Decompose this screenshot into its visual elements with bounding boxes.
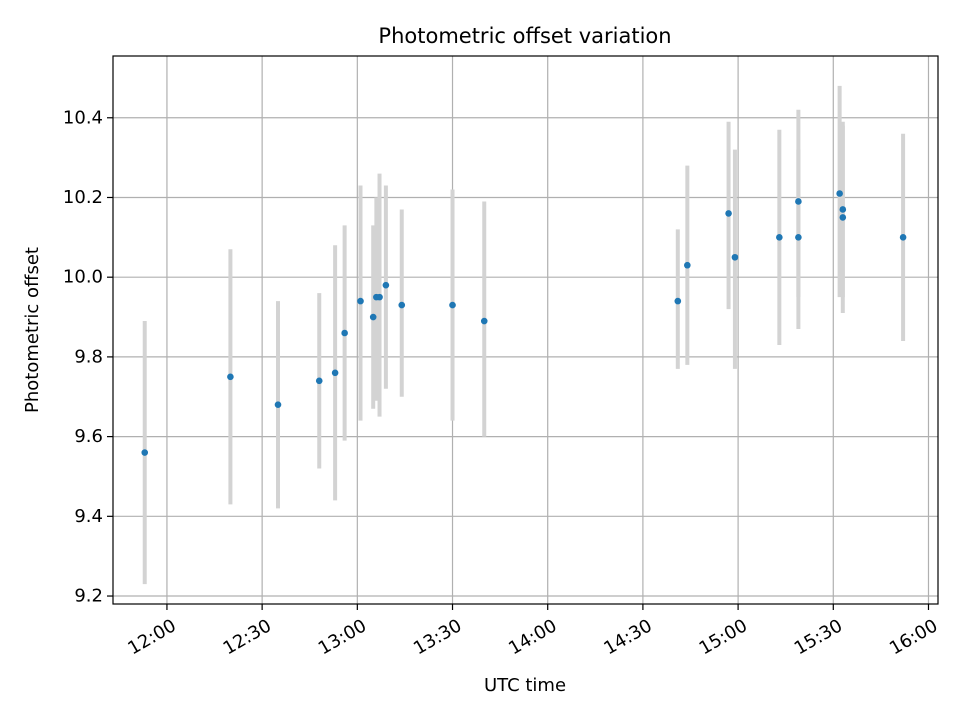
data-point xyxy=(684,261,691,269)
y-tick-label: 9.6 xyxy=(74,426,103,447)
y-tick-label: 10.0 xyxy=(63,267,103,288)
x-axis-label: UTC time xyxy=(484,675,566,696)
data-point xyxy=(357,297,364,305)
data-point xyxy=(836,190,843,197)
data-point xyxy=(274,401,282,409)
data-point xyxy=(839,214,847,221)
data-points xyxy=(141,190,907,456)
data-point xyxy=(376,293,383,301)
y-axis-label: Photometric offset xyxy=(22,247,43,413)
data-point xyxy=(899,234,907,241)
data-point xyxy=(382,281,390,289)
data-point xyxy=(398,301,406,309)
plot-frame xyxy=(112,55,939,605)
y-tick-label: 9.2 xyxy=(74,586,103,607)
data-point xyxy=(331,369,339,377)
data-point xyxy=(141,449,149,456)
data-point xyxy=(674,297,682,305)
data-point xyxy=(227,373,234,381)
chart-title: Photometric offset variation xyxy=(378,24,671,48)
y-tick-label: 10.2 xyxy=(63,187,103,208)
data-point xyxy=(315,377,323,385)
data-point xyxy=(725,210,732,217)
data-point xyxy=(839,206,847,213)
data-point xyxy=(731,253,739,261)
data-point xyxy=(369,313,377,321)
y-tick-label: 9.8 xyxy=(74,346,103,367)
data-point xyxy=(795,234,802,241)
y-tick-label: 10.4 xyxy=(63,107,103,128)
data-point xyxy=(449,301,456,309)
y-tick-label: 9.4 xyxy=(74,506,103,527)
grid-lines xyxy=(113,56,938,604)
data-point xyxy=(341,329,348,337)
data-point xyxy=(480,317,488,325)
y-axis-ticks: 9.2 9.4 9.6 9.8 10.0 10.2 10.4 xyxy=(63,107,113,607)
data-point xyxy=(776,234,783,241)
data-point xyxy=(795,198,802,205)
